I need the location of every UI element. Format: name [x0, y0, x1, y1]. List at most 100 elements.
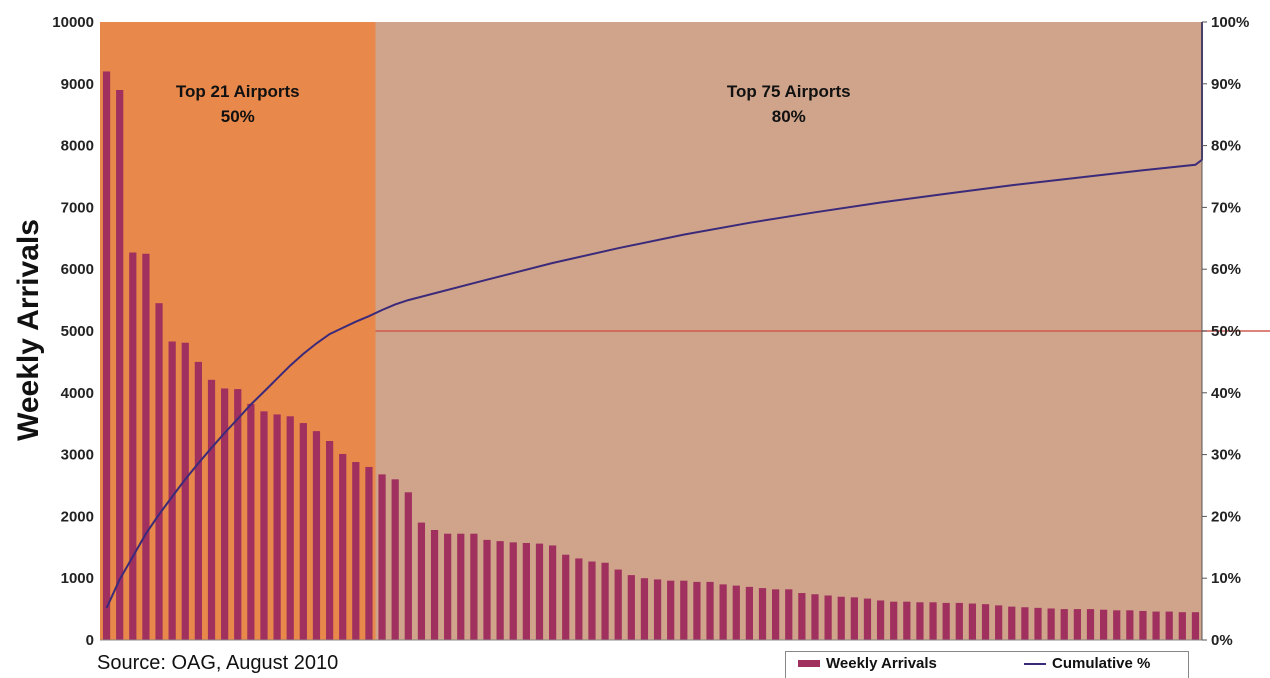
bar-71 — [1021, 607, 1029, 640]
bar-35 — [548, 545, 557, 640]
line-series — [105, 22, 1270, 609]
bar-63 — [916, 602, 924, 640]
bar-69 — [995, 605, 1003, 640]
bar-70 — [1008, 606, 1016, 640]
bar-82 — [1165, 611, 1173, 640]
bar-52 — [772, 589, 780, 640]
bar-17 — [312, 431, 321, 640]
bar-59 — [863, 598, 872, 640]
bar-66 — [955, 602, 963, 640]
y2-tick-label: 60% — [1211, 261, 1241, 278]
bar-47 — [706, 581, 714, 640]
bar-20 — [352, 462, 360, 640]
region-label-2-percent: 80% — [772, 107, 806, 126]
bar-67 — [968, 603, 977, 640]
bar-34 — [535, 543, 544, 640]
bar-32 — [509, 542, 517, 640]
bar-33 — [522, 542, 530, 640]
region-label-2-title: Top 75 Airports — [727, 82, 851, 101]
bar-61 — [890, 601, 898, 640]
bar-77 — [1099, 609, 1108, 640]
bar-3 — [129, 252, 137, 640]
bar-26 — [430, 529, 439, 640]
bar-28 — [457, 533, 465, 640]
legend-bar-label: Weekly Arrivals — [826, 655, 937, 672]
bar-12 — [247, 403, 255, 640]
region-label-1-title: Top 21 Airports — [176, 82, 300, 101]
bar-22 — [378, 474, 386, 640]
bar-45 — [680, 580, 688, 640]
bar-series — [102, 71, 1200, 641]
bar-80 — [1139, 610, 1147, 640]
y2-tick-label: 30% — [1211, 447, 1241, 464]
bar-8 — [194, 361, 203, 640]
bar-62 — [903, 601, 911, 640]
legend-item-cumulative: Cumulative % — [1024, 655, 1150, 672]
cumulative-line — [105, 22, 1203, 609]
axes: 0 1000 2000 3000 4000 5000 6000 7000 8000 9000 100… — [52, 14, 1249, 649]
bar-53 — [785, 589, 793, 640]
bar-51 — [758, 588, 767, 640]
bar-41 — [627, 575, 635, 640]
source-note: Source: OAG, August 2010 — [97, 652, 339, 674]
bar-11 — [234, 389, 242, 640]
bar-58 — [850, 597, 858, 640]
bar-44 — [667, 580, 675, 640]
y2-tick-label: 70% — [1211, 199, 1241, 216]
bar-4 — [142, 253, 150, 640]
bar-10 — [221, 388, 229, 640]
bar-42 — [640, 578, 649, 640]
bar-55 — [811, 594, 819, 640]
bar-1 — [102, 71, 111, 640]
bar-15 — [286, 416, 294, 640]
y-tick-label: 5000 — [61, 323, 94, 340]
bar-79 — [1126, 610, 1134, 640]
y-tick-label: 8000 — [61, 138, 94, 155]
y-tick-label: 9000 — [61, 76, 94, 93]
bar-84 — [1191, 612, 1200, 640]
bar-65 — [942, 602, 950, 640]
bar-73 — [1047, 608, 1055, 640]
legend-line-label: Cumulative % — [1052, 655, 1151, 672]
bar-27 — [444, 533, 452, 640]
bar-30 — [483, 539, 491, 640]
y2-tick-label: 100% — [1211, 14, 1249, 31]
bar-25 — [417, 522, 426, 640]
y2-tick-label: 90% — [1211, 76, 1241, 93]
bar-57 — [837, 596, 845, 640]
bar-72 — [1034, 607, 1042, 640]
bar-6 — [168, 341, 176, 640]
y-tick-label: 2000 — [61, 508, 94, 525]
bar-48 — [719, 584, 727, 640]
bar-46 — [693, 581, 701, 640]
y-tick-label: 0 — [86, 632, 94, 649]
bar-9 — [207, 379, 216, 640]
bar-64 — [929, 602, 937, 640]
bar-81 — [1152, 611, 1160, 640]
bar-37 — [575, 558, 583, 640]
bar-14 — [273, 414, 281, 640]
bar-5 — [155, 303, 163, 640]
bar-13 — [260, 411, 268, 640]
bar-74 — [1060, 609, 1068, 640]
y2-tick-label: 80% — [1211, 138, 1241, 155]
y-tick-label: 7000 — [61, 199, 94, 216]
legend-line-swatch — [1024, 662, 1046, 665]
bar-23 — [391, 479, 399, 640]
bar-76 — [1086, 609, 1095, 640]
bar-40 — [614, 569, 622, 640]
y2-tick-label: 10% — [1211, 570, 1241, 587]
bar-39 — [601, 562, 609, 640]
y-axis-title: Weekly Arrivals — [12, 219, 45, 441]
legend: Weekly Arrivals Cumulative % — [785, 651, 1189, 678]
bar-2 — [116, 89, 124, 641]
bar-31 — [496, 541, 504, 640]
y-tick-label: 3000 — [61, 447, 94, 464]
bar-56 — [824, 595, 832, 640]
y2-tick-label: 50% — [1211, 323, 1241, 340]
legend-bar-swatch — [798, 660, 820, 667]
y2-tick-label: 40% — [1211, 385, 1241, 402]
bar-16 — [299, 423, 307, 640]
region-labels: Top 21 Airports 50% Top 75 Airports 80% — [176, 82, 851, 126]
